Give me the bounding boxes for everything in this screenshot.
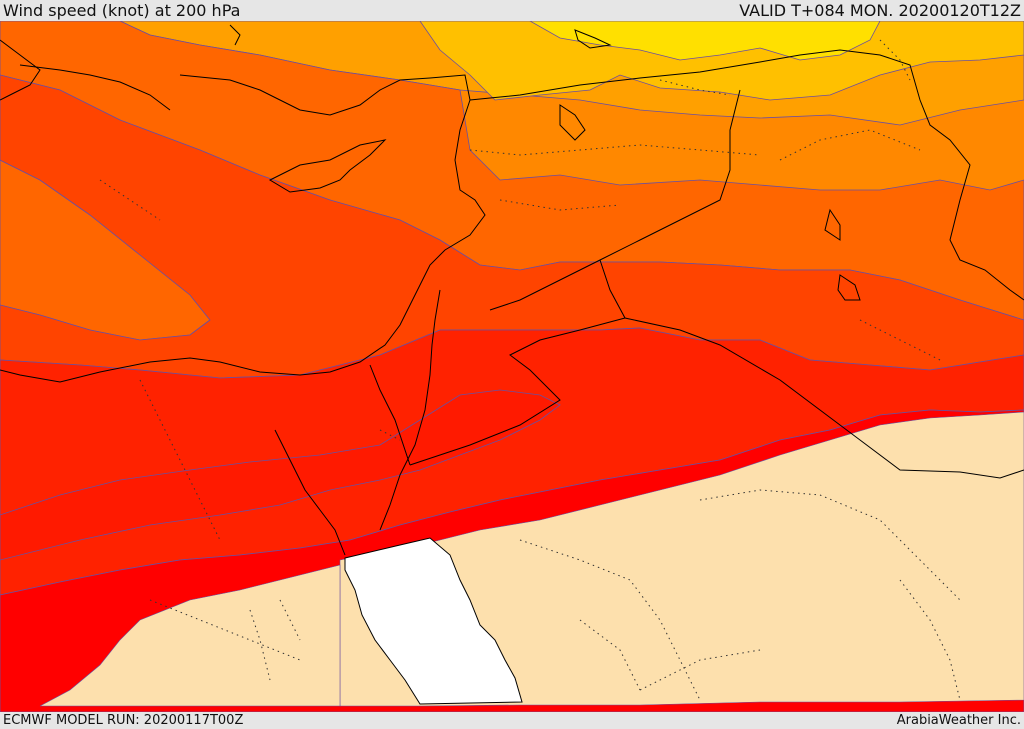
model-run: ECMWF MODEL RUN: 20200117T00Z <box>3 713 244 728</box>
calm-region-arabia <box>339 411 1024 707</box>
band-ffe000 <box>529 21 881 61</box>
map-title: Wind speed (knot) at 200 hPa <box>3 1 241 20</box>
calm-region-egypt <box>39 564 341 707</box>
map-footer: ECMWF MODEL RUN: 20200117T00Z ArabiaWeat… <box>0 712 1024 729</box>
band-ff2200-inner <box>0 389 561 561</box>
coastlines <box>0 24 1024 556</box>
band-ffc000 <box>419 21 1024 101</box>
valid-time: VALID T+084 MON. 20200120T12Z <box>739 1 1021 20</box>
wind-speed-map <box>0 21 1024 712</box>
map-header: Wind speed (knot) at 200 hPa VALID T+084… <box>0 0 1024 21</box>
red-sea-mask <box>344 537 523 705</box>
admin-boundaries <box>99 39 961 701</box>
credit: ArabiaWeather Inc. <box>896 713 1021 728</box>
wind-speed-field <box>0 21 1024 712</box>
